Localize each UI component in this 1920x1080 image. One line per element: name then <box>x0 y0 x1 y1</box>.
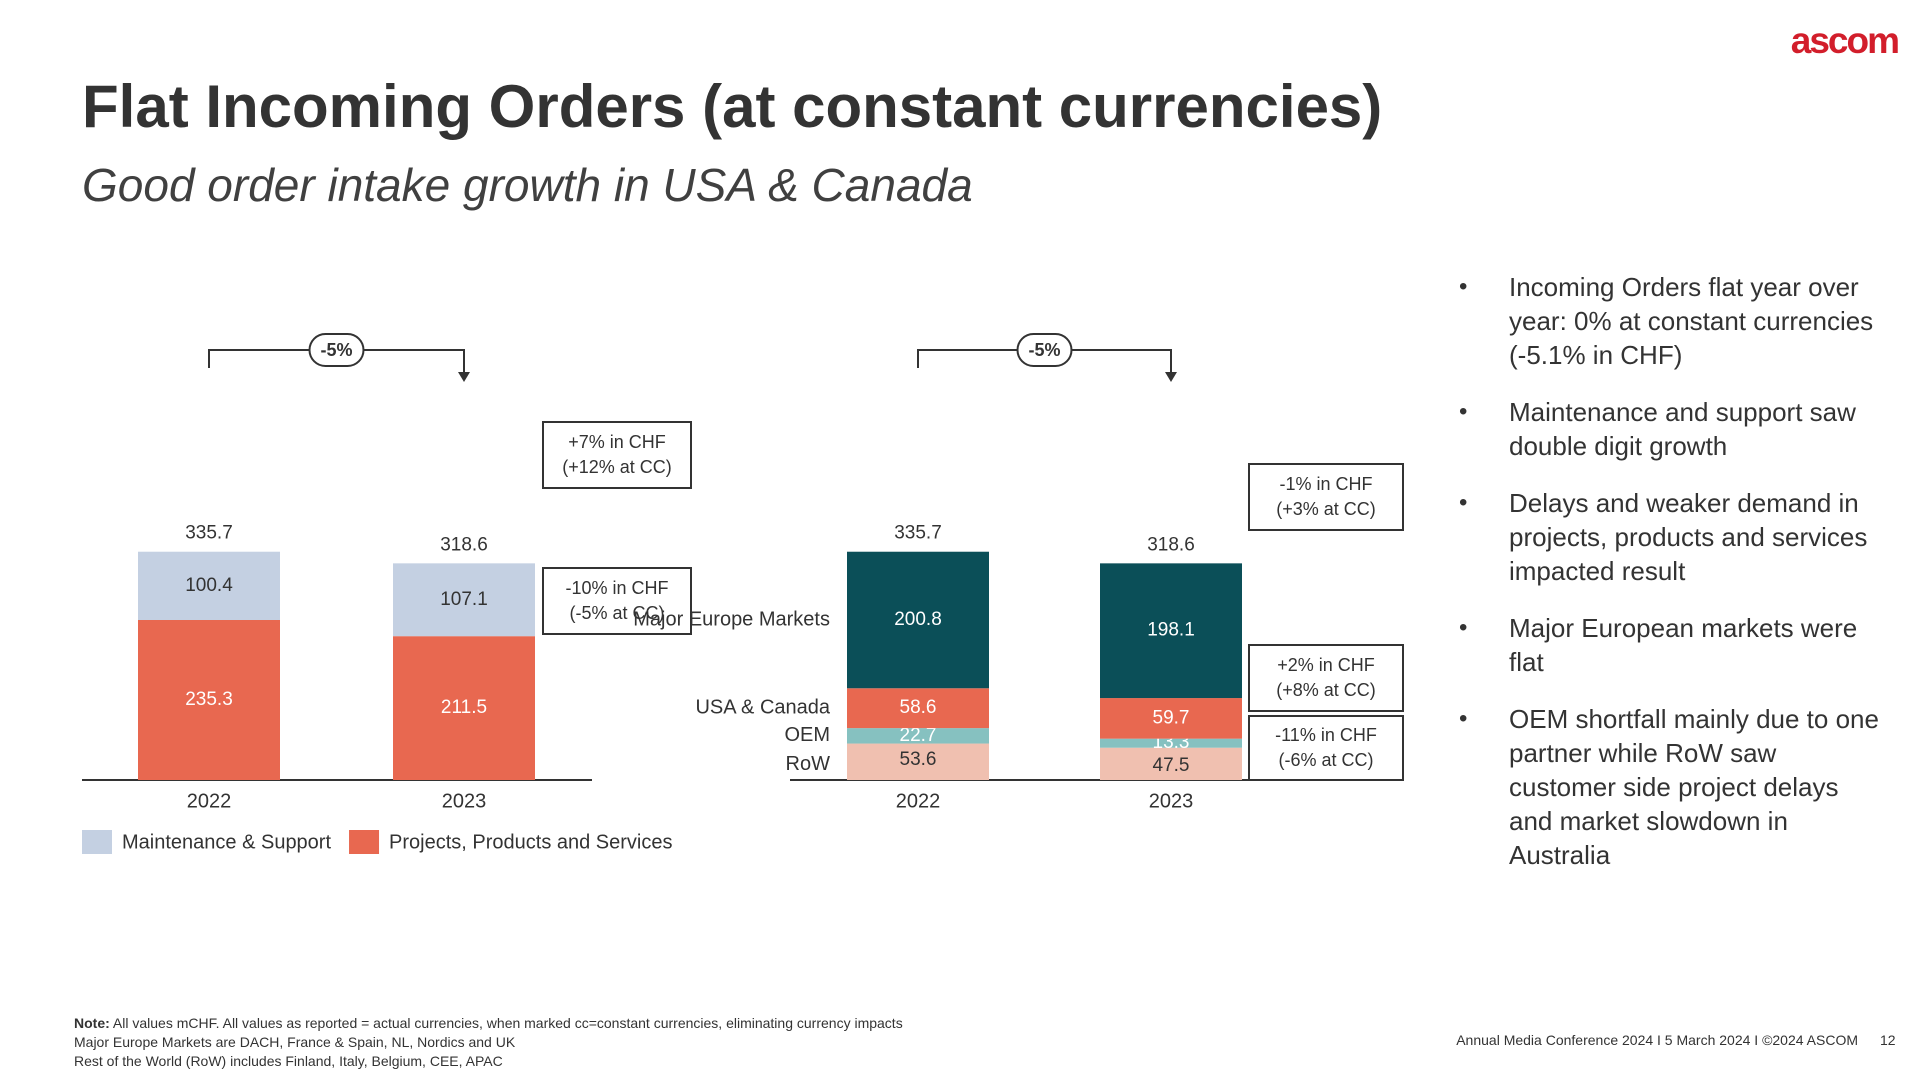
bullet-point: Incoming Orders flat year over year: 0% … <box>1455 270 1885 372</box>
data-label: 211.5 <box>441 697 487 718</box>
page-number: 12 <box>1880 1032 1896 1048</box>
bar-segment <box>1100 698 1242 739</box>
callout-text: -10% in CHF <box>565 578 668 598</box>
down-arrow-icon <box>1165 372 1177 382</box>
bar-segment <box>847 743 989 780</box>
series-label: Major Europe Markets <box>633 608 830 630</box>
bar-segment <box>847 688 989 729</box>
change-label: -5% <box>320 340 352 360</box>
series-label: RoW <box>786 753 831 775</box>
data-label: 58.6 <box>900 697 937 718</box>
legend-swatch <box>349 830 380 854</box>
callout-box <box>1248 644 1404 712</box>
callout-box <box>1248 463 1404 531</box>
callout-text: (+12% at CC) <box>562 457 672 477</box>
bullet-point: Major European markets were flat <box>1455 611 1885 679</box>
bar-segment <box>393 636 535 780</box>
callout-text: -11% in CHF <box>1275 725 1377 745</box>
note-label: Note: <box>74 1015 110 1031</box>
bar-segment <box>847 728 989 744</box>
footer-text: Annual Media Conference 2024 I 5 March 2… <box>1456 1032 1858 1048</box>
footnote-line: Rest of the World (RoW) includes Finland… <box>74 1053 503 1069</box>
footnote-line: Note: All values mCHF. All values as rep… <box>74 1014 903 1033</box>
callout-text: (+8% at CC) <box>1276 680 1376 700</box>
total-label: 318.6 <box>1147 534 1195 555</box>
legend-label: Maintenance & Support <box>122 831 331 853</box>
ascom-logo: ascom <box>1790 20 1900 61</box>
callout-box <box>542 567 692 635</box>
data-label: 22.7 <box>900 725 937 746</box>
x-tick-label: 2023 <box>442 790 487 812</box>
callout-text: +2% in CHF <box>1277 655 1375 675</box>
bar-segment <box>393 563 535 637</box>
series-label: OEM <box>784 724 830 746</box>
x-tick-label: 2023 <box>1149 790 1194 812</box>
series-label: USA & Canada <box>695 696 830 718</box>
change-badge <box>308 333 365 367</box>
bar-segment <box>847 551 989 689</box>
total-label: 335.7 <box>185 523 233 544</box>
data-label: 107.1 <box>440 589 488 610</box>
data-label: 53.6 <box>900 749 937 770</box>
change-label: -5% <box>1028 340 1060 360</box>
total-label: 335.7 <box>894 523 942 544</box>
bar-segment <box>138 551 280 620</box>
note-text: All values mCHF. All values as reported … <box>112 1015 903 1031</box>
footnote-line: Major Europe Markets are DACH, France & … <box>74 1034 516 1050</box>
down-arrow-icon <box>458 372 470 382</box>
page-subtitle: Good order intake growth in USA & Canada <box>82 159 973 211</box>
callout-box <box>542 421 692 489</box>
callout-text: +7% in CHF <box>568 432 666 452</box>
data-label: 200.8 <box>894 609 942 630</box>
key-points-list: Incoming Orders flat year over year: 0% … <box>1455 270 1885 895</box>
change-badge <box>1016 333 1073 367</box>
callout-text: (-5% at CC) <box>569 603 664 623</box>
bar-segment <box>138 619 280 780</box>
bar-segment <box>1100 563 1242 699</box>
data-label: 47.5 <box>1153 755 1190 776</box>
bar-segment <box>1100 747 1242 780</box>
charts-canvas: 235.3 100.4 335.7 2022 211.5 107.1 318.6 2023 -5… <box>82 333 1404 854</box>
bullet-point: OEM shortfall mainly due to one partner … <box>1455 702 1885 872</box>
data-label: 100.4 <box>185 575 233 596</box>
data-label: 235.3 <box>185 689 233 710</box>
footnotes: Note: All values mCHF. All values as rep… <box>74 1014 903 1071</box>
x-tick-label: 2022 <box>187 790 232 812</box>
callout-text: (+3% at CC) <box>1276 499 1376 519</box>
data-label: 59.7 <box>1153 707 1190 728</box>
bar-segment <box>1100 738 1242 748</box>
data-label: 198.1 <box>1147 620 1195 641</box>
bullet-point: Delays and weaker demand in projects, pr… <box>1455 486 1885 588</box>
legend-swatch <box>82 830 112 854</box>
x-tick-label: 2022 <box>896 790 941 812</box>
legend-label: Projects, Products and Services <box>389 831 672 853</box>
bullet-point: Maintenance and support saw double digit… <box>1455 395 1885 463</box>
callout-text: (-6% at CC) <box>1278 750 1373 770</box>
page-title: Flat Incoming Orders (at constant curren… <box>82 73 1383 140</box>
total-label: 318.6 <box>440 534 488 555</box>
callout-text: -1% in CHF <box>1279 474 1372 494</box>
callout-box <box>1248 715 1404 781</box>
